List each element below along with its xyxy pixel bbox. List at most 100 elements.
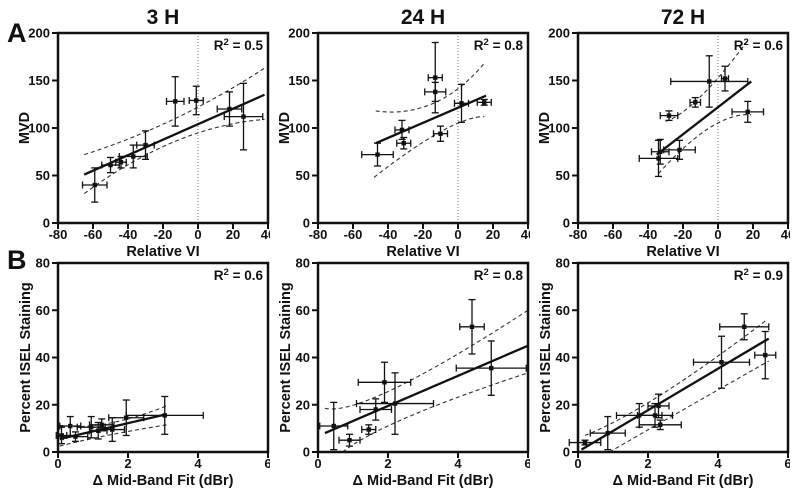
- x-tick-label: 4: [454, 456, 462, 471]
- confidence-band: [584, 319, 770, 452]
- x-axis-label: Relative VI: [386, 244, 459, 260]
- data-point-errorbar: [692, 335, 751, 389]
- y-tick-label: 200: [288, 26, 310, 41]
- panel-mvd-72h: -80 -60 -40 -20 0 20 40 0 50 100 150 200 Relative VI…: [520, 0, 790, 262]
- data-point-errorbar: [361, 142, 394, 167]
- data-point-errorbar: [670, 55, 749, 108]
- data-point-errorbar: [136, 130, 155, 161]
- data-point-errorbar: [453, 83, 470, 123]
- data-point-marker: [582, 440, 588, 445]
- data-point-errorbar: [476, 98, 492, 106]
- y-tick-label: 0: [303, 445, 310, 460]
- y-tick-label: 40: [36, 350, 50, 365]
- x-tick-label: -80: [309, 227, 328, 242]
- r-squared-label: R2 = 0.6: [214, 267, 264, 283]
- panel-mvd-3h: -80 -60 -40 -20 0 20 40 0 50 100 150 200 Relative VI…: [0, 0, 270, 262]
- y-axis-label: Percent ISEL Staining: [18, 282, 34, 432]
- data-point-errorbar: [689, 96, 702, 108]
- data-point-marker: [375, 152, 380, 157]
- panel-mvd-24h: -80 -60 -40 -20 0 20 40 0 50 100 150 200 Relative VI…: [260, 0, 530, 262]
- y-axis-label: MVD: [17, 112, 33, 144]
- data-point-errorbar: [125, 395, 204, 435]
- chart-mvd-72h: -80 -60 -40 -20 0 20 40 0 50 100 150 200 Relative VI…: [537, 6, 790, 260]
- data-point-marker: [719, 360, 724, 365]
- data-point-errorbar: [394, 119, 410, 141]
- data-point-errorbar: [589, 415, 626, 451]
- y-tick-label: 0: [563, 445, 570, 460]
- data-point-errorbar: [223, 82, 264, 151]
- data-point-marker: [401, 141, 406, 146]
- data-points: [319, 298, 527, 451]
- y-tick-label: 0: [303, 216, 310, 231]
- data-point-marker: [194, 98, 199, 103]
- data-point-errorbar: [338, 433, 361, 447]
- x-tick-label: 2: [124, 456, 131, 471]
- data-point-errorbar: [636, 402, 674, 428]
- regression-fit-line: [83, 93, 265, 176]
- y-tick-label: 150: [548, 73, 570, 88]
- data-points: [361, 41, 492, 167]
- data-point-errorbar: [188, 85, 204, 116]
- x-tick-label: 4: [714, 456, 722, 471]
- y-tick-label: 40: [296, 350, 310, 365]
- data-point-errorbar: [719, 313, 770, 341]
- data-point-errorbar: [650, 138, 670, 165]
- data-point-errorbar: [216, 91, 243, 127]
- y-tick-label: 20: [556, 397, 570, 412]
- x-axis-label: Δ Mid-Band Fit (dBr): [613, 473, 754, 489]
- y-tick-label: 100: [28, 121, 50, 136]
- data-point-marker: [605, 430, 610, 436]
- y-axis-label: MVD: [277, 112, 293, 144]
- x-tick-label: 40: [781, 227, 790, 242]
- data-point-marker: [693, 100, 698, 105]
- y-tick-label: 100: [548, 121, 570, 136]
- y-tick-label: 60: [556, 303, 570, 318]
- y-tick-label: 80: [556, 256, 570, 271]
- data-point-marker: [118, 160, 124, 165]
- data-point-errorbar: [355, 372, 435, 435]
- data-point-errorbar: [165, 76, 185, 127]
- data-point-errorbar: [663, 139, 696, 161]
- data-point-marker: [173, 99, 178, 104]
- data-point-errorbar: [647, 393, 670, 419]
- x-tick-label: 40: [261, 227, 270, 242]
- x-axis-label: Relative VI: [126, 244, 199, 260]
- data-point-marker: [331, 423, 336, 429]
- data-point-errorbar: [115, 155, 127, 169]
- data-point-marker: [763, 352, 768, 358]
- data-point-errorbar: [396, 136, 412, 150]
- x-tick-label: 2: [644, 456, 651, 471]
- data-point-marker: [373, 407, 378, 412]
- data-point-marker: [656, 156, 661, 161]
- data-point-errorbar: [754, 330, 777, 380]
- data-point-marker: [677, 147, 682, 153]
- x-tick-label: 20: [746, 227, 760, 242]
- data-point-errorbar: [88, 418, 115, 432]
- data-point-marker: [92, 182, 97, 188]
- data-point-marker: [99, 422, 104, 428]
- x-tick-label: -40: [639, 227, 658, 242]
- panel-isel-3h: 0 2 4 6 0 20 40 60 80 Δ Mid-Band Fit (dBr) Percent…: [0, 245, 270, 492]
- y-tick-label: 100: [288, 121, 310, 136]
- data-point-errorbar: [424, 81, 447, 103]
- panel-isel-72h: 0 2 4 6 0 20 40 60 80 Δ Mid-Band Fit (dBr) Percent…: [520, 245, 790, 492]
- data-points: [568, 313, 777, 451]
- regression-fit-line: [656, 80, 752, 156]
- data-point-marker: [658, 149, 663, 154]
- x-tick-label: 0: [574, 456, 581, 471]
- axes: -80 -60 -40 -20 0 20 40 0 50 100 150 200 Relative VI…: [277, 6, 530, 260]
- data-point-errorbar: [357, 361, 412, 404]
- data-point-marker: [89, 424, 94, 430]
- data-point-marker: [482, 100, 487, 105]
- y-tick-label: 150: [288, 73, 310, 88]
- panel-title: 24 H: [401, 6, 445, 29]
- y-tick-label: 20: [36, 397, 50, 412]
- data-point-marker: [658, 422, 663, 428]
- data-point-marker: [433, 89, 438, 95]
- data-point-marker: [745, 109, 750, 115]
- data-point-marker: [59, 433, 64, 438]
- data-points: [81, 76, 264, 203]
- chart-mvd-24h: -80 -60 -40 -20 0 20 40 0 50 100 150 200 Relative VI…: [277, 6, 530, 260]
